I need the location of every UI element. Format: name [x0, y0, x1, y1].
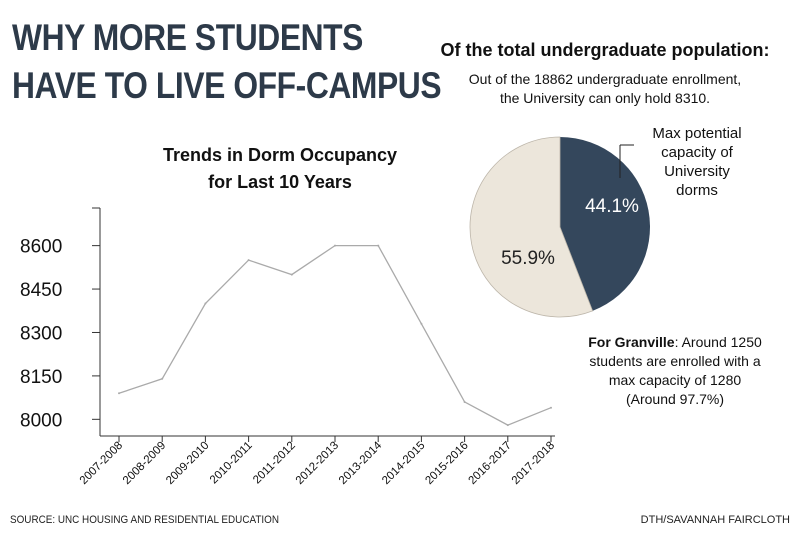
pie-subtitle: Out of the 18862 undergraduate enrollmen… — [420, 70, 790, 108]
photo-credit: DTH/SAVANNAH FAIRCLOTH — [640, 514, 790, 526]
line-chart-title-line-2: for Last 10 Years — [208, 172, 352, 192]
pie-subtitle-line-1: Out of the 18862 undergraduate enrollmen… — [468, 71, 742, 87]
occupancy-point — [161, 377, 164, 380]
source-note: SOURCE: UNC HOUSING AND RESIDENTIAL EDUC… — [10, 514, 279, 526]
callout-line-2: capacity of — [661, 144, 734, 161]
headline: WHY MORE STUDENTS HAVE TO LIVE OFF-CAMPU… — [12, 14, 442, 110]
pie-slices — [469, 136, 651, 318]
headline-line-1: WHY MORE STUDENTS — [12, 17, 363, 58]
y-tick-label: 8600 — [20, 237, 62, 258]
occupancy-point — [420, 322, 423, 325]
callout-line-1: Max potential — [652, 125, 741, 142]
pie-slice-remaining — [469, 136, 594, 318]
pie-slice-dorm-capacity — [560, 137, 651, 311]
granville-text-2: students are enrolled with a — [589, 353, 761, 369]
pie-subtitle-line-2: the University can only hold 8310. — [499, 90, 711, 106]
occupancy-point — [204, 302, 207, 305]
y-tick-label: 8000 — [20, 410, 62, 431]
occupancy-point — [290, 273, 293, 276]
granville-text-3: max capacity of 1280 — [608, 372, 742, 388]
headline-line-2: HAVE TO LIVE OFF-CAMPUS — [12, 65, 442, 106]
occupancy-point — [247, 259, 250, 262]
pie-slice-labels: 44.1% 55.9% — [501, 196, 639, 269]
occupancy-point — [463, 400, 466, 403]
occupancy-point — [118, 392, 120, 395]
occupancy-point — [377, 244, 380, 247]
y-tick-label: 8150 — [20, 367, 62, 388]
granville-note: For Granville: Around 1250 students are … — [560, 333, 790, 409]
y-tick-label: 8300 — [20, 323, 62, 344]
occupancy-point — [550, 406, 552, 409]
granville-text-1: : Around 1250 — [674, 334, 762, 350]
pie-slice-label: 55.9% — [501, 248, 555, 269]
line-chart-y-ticks: 8000 8150 8300 8450 8600 — [20, 237, 100, 431]
line-chart-title: Trends in Dorm Occupancy for Last 10 Yea… — [110, 142, 450, 196]
callout-line-3: University — [664, 163, 730, 180]
y-tick-label: 8450 — [20, 280, 62, 301]
pie-slice-label: 44.1% — [585, 196, 639, 217]
granville-label: For Granville — [588, 334, 675, 350]
callout-line-4: dorms — [676, 182, 718, 199]
granville-text-4: (Around 97.7%) — [625, 391, 725, 407]
line-chart-series — [118, 244, 552, 427]
occupancy-point — [334, 244, 336, 247]
line-chart-title-line-1: Trends in Dorm Occupancy — [162, 145, 398, 165]
pie-heading: Of the total undergraduate population: — [440, 40, 770, 60]
occupancy-point — [506, 424, 509, 427]
